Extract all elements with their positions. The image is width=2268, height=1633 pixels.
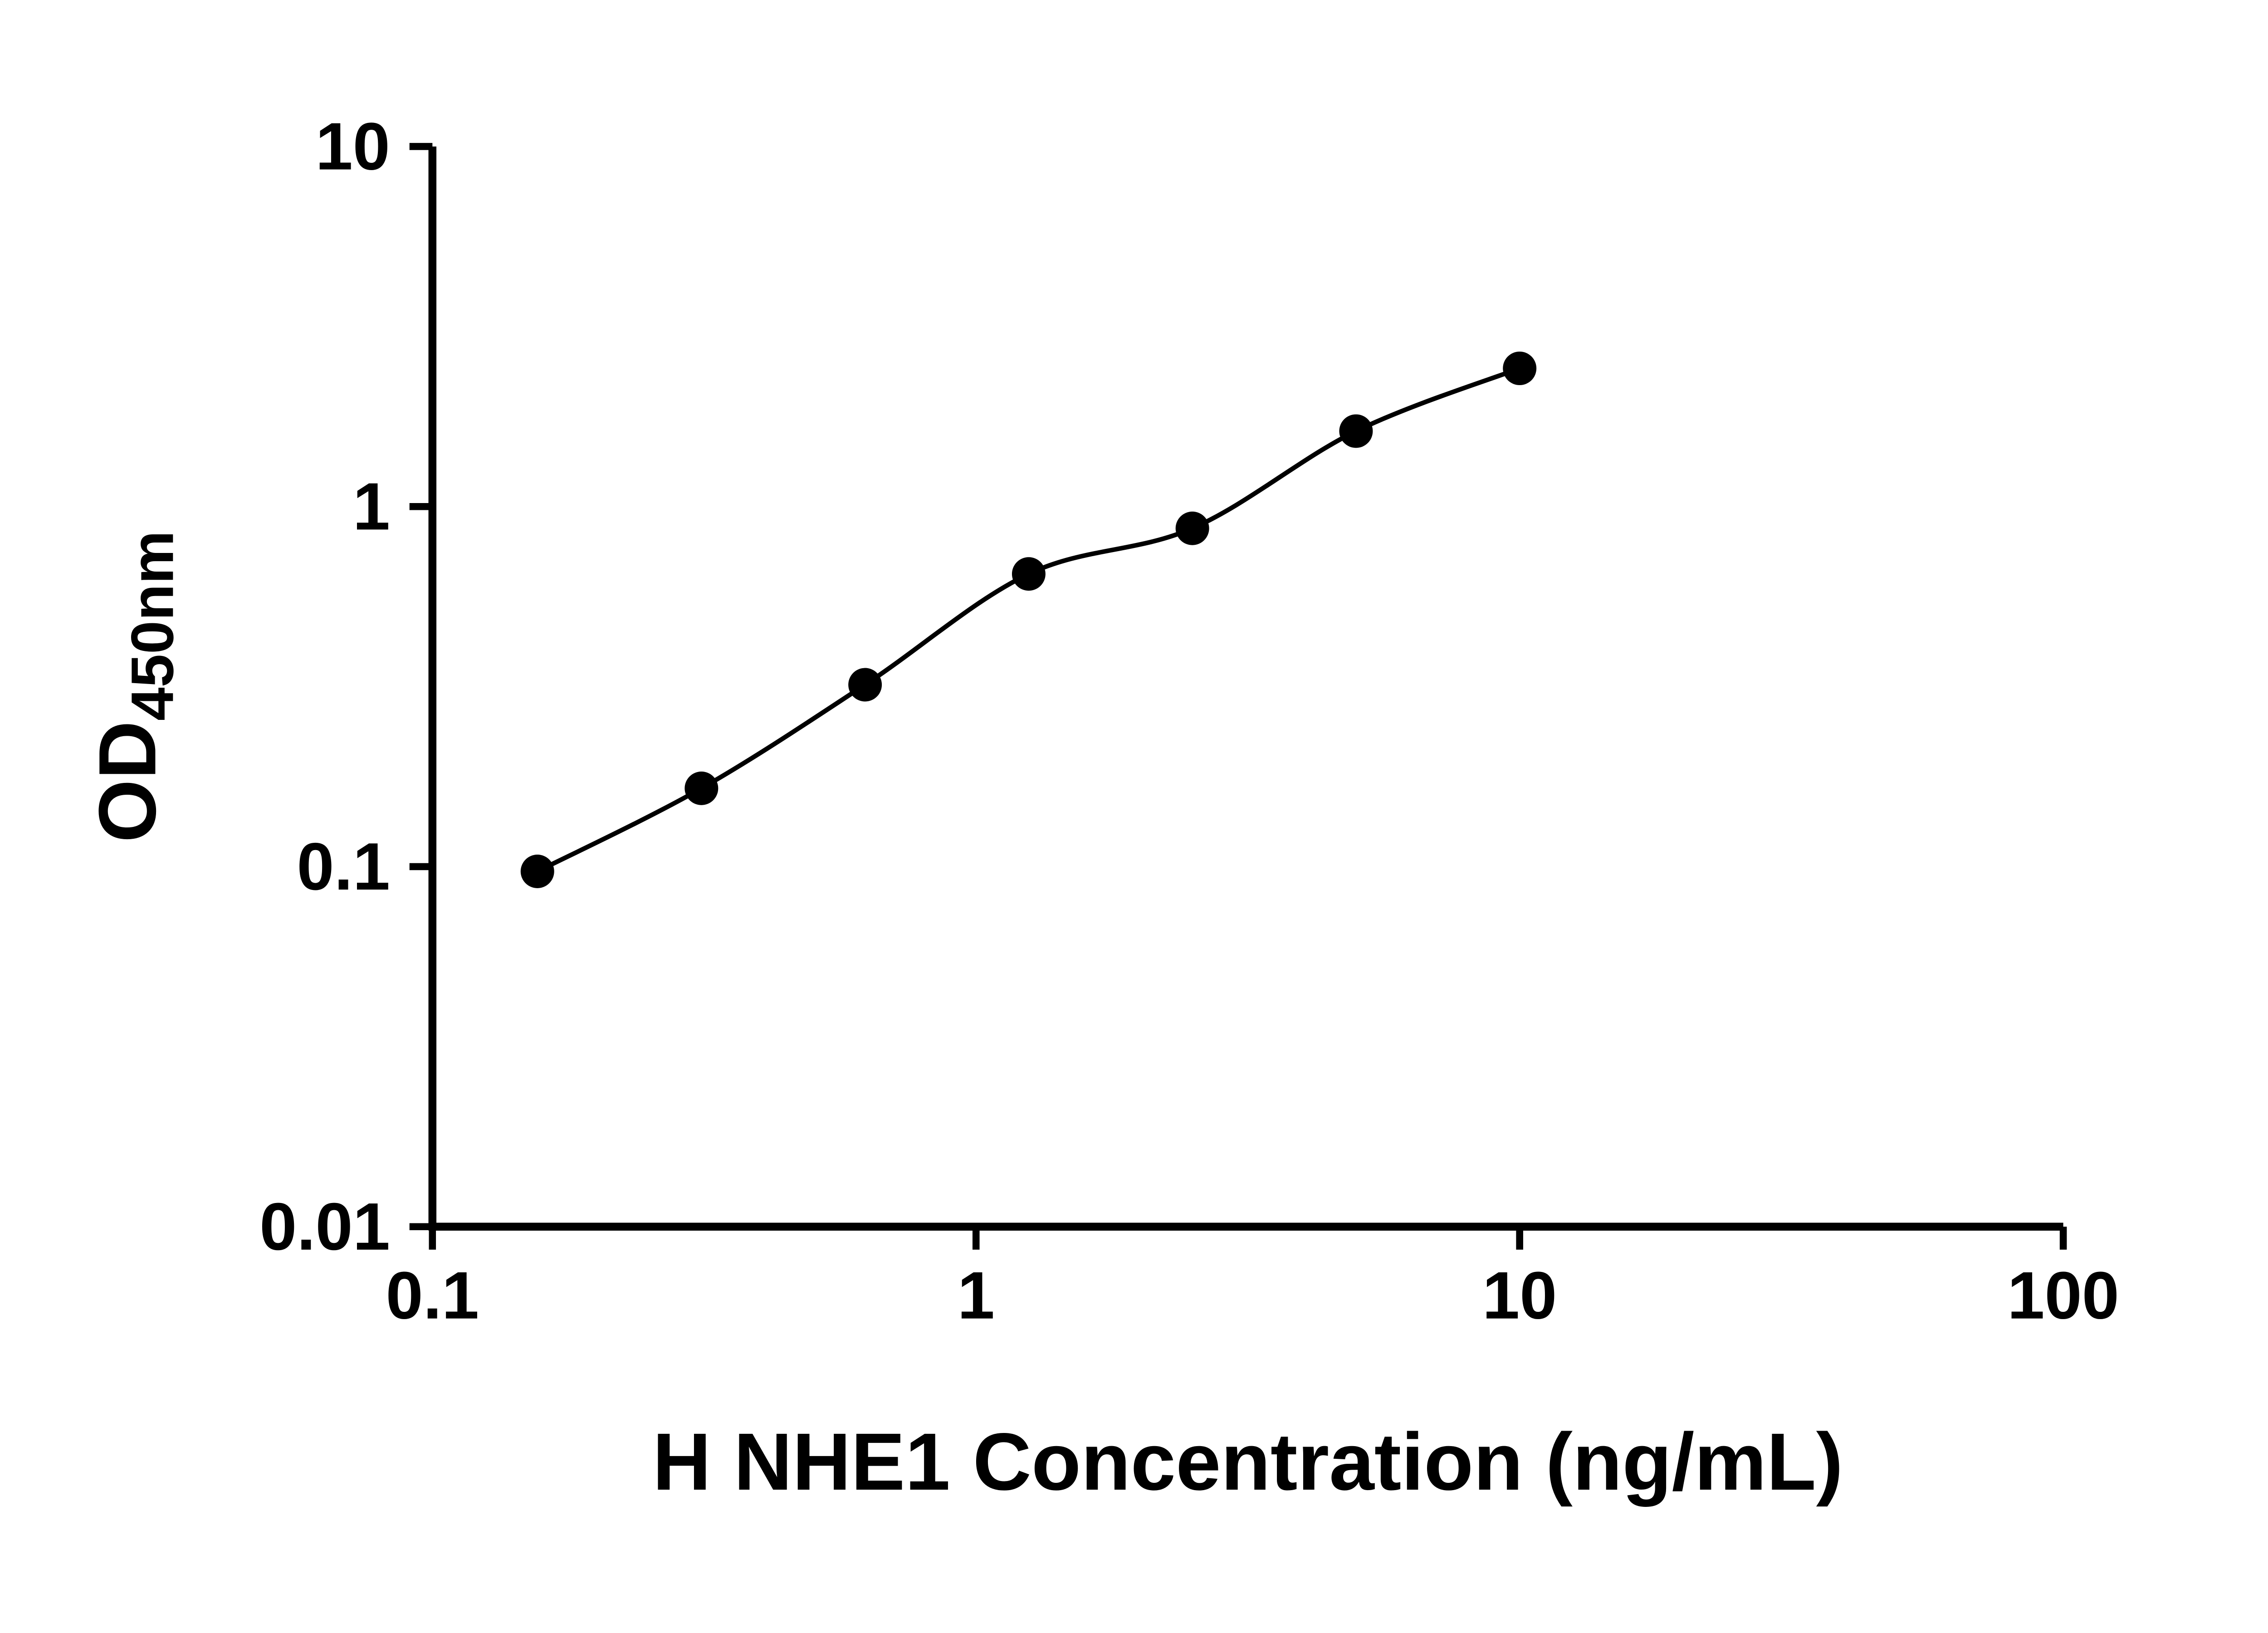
data-point	[848, 668, 882, 702]
y-tick-label: 1	[353, 469, 390, 544]
fit-curve	[536, 366, 1521, 874]
y-tick-label: 0.01	[259, 1189, 390, 1264]
x-tick-label: 0.1	[386, 1258, 479, 1333]
x-tick-label: 1	[958, 1258, 995, 1333]
x-axis-title: H NHE1 Concentration (ng/mL)	[653, 1416, 1843, 1507]
x-tick-label: 100	[2007, 1258, 2119, 1333]
y-tick-label: 10	[315, 109, 390, 184]
data-point	[1339, 414, 1373, 448]
standard-curve-figure: 0.1 1 10 100 0.01 0.1 1 10 H NHE1 Concentration…	[82, 109, 2119, 1507]
y-tick-label: 0.1	[297, 829, 390, 904]
data-point	[520, 855, 554, 888]
axis-spine	[428, 146, 2063, 1231]
y-axis-title-main: OD	[82, 721, 172, 842]
data-point	[1012, 557, 1046, 591]
x-tick-label: 10	[1482, 1258, 1557, 1333]
data-point	[1175, 511, 1209, 545]
data-point	[684, 771, 719, 805]
plot-area	[520, 352, 1537, 888]
y-axis-title: OD450nm	[82, 531, 186, 843]
data-point	[1503, 352, 1537, 386]
y-axis-title-sub: 450nm	[119, 531, 186, 721]
